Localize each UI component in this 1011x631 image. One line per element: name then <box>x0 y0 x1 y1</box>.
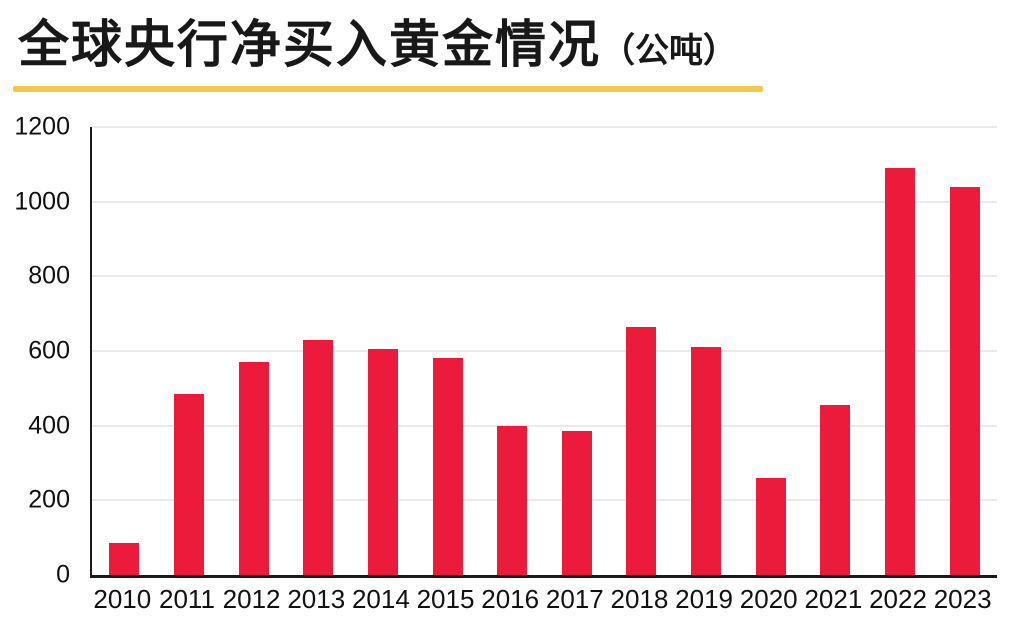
gridline-200 <box>92 499 997 501</box>
x-tick-label-2019: 2019 <box>675 584 733 614</box>
x-tick-label-2017: 2017 <box>545 584 604 614</box>
gridline-400 <box>92 425 997 427</box>
gridline-1000 <box>92 201 997 203</box>
bar-slot-2012 <box>221 127 286 575</box>
bar-2022 <box>885 168 915 575</box>
bar-slot-2014 <box>351 127 416 575</box>
y-tick-label-1000: 1000 <box>14 187 70 216</box>
bar-2011 <box>173 393 204 575</box>
chart-title-unit: （公吨） <box>601 32 738 70</box>
bar-2023 <box>949 186 980 575</box>
bar-slot-2011 <box>157 127 222 575</box>
chart-title: 全球央行净买入黄金情况 <box>18 16 602 73</box>
gridline-800 <box>92 275 997 277</box>
bar-slot-2020 <box>738 127 803 575</box>
bar-slot-2015 <box>415 127 480 575</box>
bar-slot-2018 <box>609 127 674 575</box>
x-tick-label-2022: 2022 <box>869 584 927 614</box>
y-tick-label-200: 200 <box>28 485 70 514</box>
bar-2021 <box>820 405 851 575</box>
x-tick-label-2012: 2012 <box>222 584 281 614</box>
bar-slot-2019 <box>674 127 739 575</box>
title-accent-underline <box>13 86 763 92</box>
bar-2017 <box>561 431 592 575</box>
x-tick-label-2013: 2013 <box>287 584 346 614</box>
x-tick-label-2023: 2023 <box>933 584 992 614</box>
bar-2014 <box>367 349 398 575</box>
x-tick-label-2020: 2020 <box>739 584 798 614</box>
y-axis-labels: 0 200 400 600 800 1000 1200 <box>0 114 80 587</box>
x-tick-label-2016: 2016 <box>481 584 540 614</box>
bar-slot-2023 <box>932 127 997 575</box>
x-tick-label-2011: 2011 <box>159 584 215 614</box>
y-tick-label-1200: 1200 <box>14 112 70 141</box>
y-tick-label-800: 800 <box>28 261 70 290</box>
bar-2016 <box>497 425 528 575</box>
bar-2012 <box>238 362 269 575</box>
x-tick-label-2010: 2010 <box>93 584 152 614</box>
bar-slot-2016 <box>480 127 545 575</box>
bar-slot-2017 <box>544 127 609 575</box>
y-tick-label-0: 0 <box>56 560 70 589</box>
y-tick-label-400: 400 <box>28 411 70 440</box>
bar-2013 <box>303 339 334 575</box>
x-axis-labels: 2010 2011 2012 2013 2014 2015 2016 2017 2018 2019… <box>90 586 995 612</box>
bar-slot-2021 <box>803 127 868 575</box>
x-tick-label-2018: 2018 <box>610 584 669 614</box>
page-title: 全球央行净买入黄金情况（公吨） <box>18 14 737 76</box>
gridline-1200 <box>92 126 997 128</box>
bar-2010 <box>109 543 140 575</box>
plot-area <box>90 126 997 578</box>
y-tick-label-600: 600 <box>28 336 70 365</box>
bar-slot-2013 <box>286 127 351 575</box>
bar-2018 <box>626 326 657 575</box>
bar-slot-2010 <box>92 127 157 575</box>
bar-2020 <box>755 477 786 575</box>
bar-slot-2022 <box>868 127 933 575</box>
gridline-600 <box>92 350 997 352</box>
bars-row <box>92 127 997 575</box>
x-tick-label-2021: 2021 <box>804 584 863 614</box>
x-tick-label-2014: 2014 <box>351 584 410 614</box>
x-tick-label-2015: 2015 <box>416 584 475 614</box>
bar-2019 <box>691 347 722 575</box>
bar-2015 <box>432 358 463 575</box>
